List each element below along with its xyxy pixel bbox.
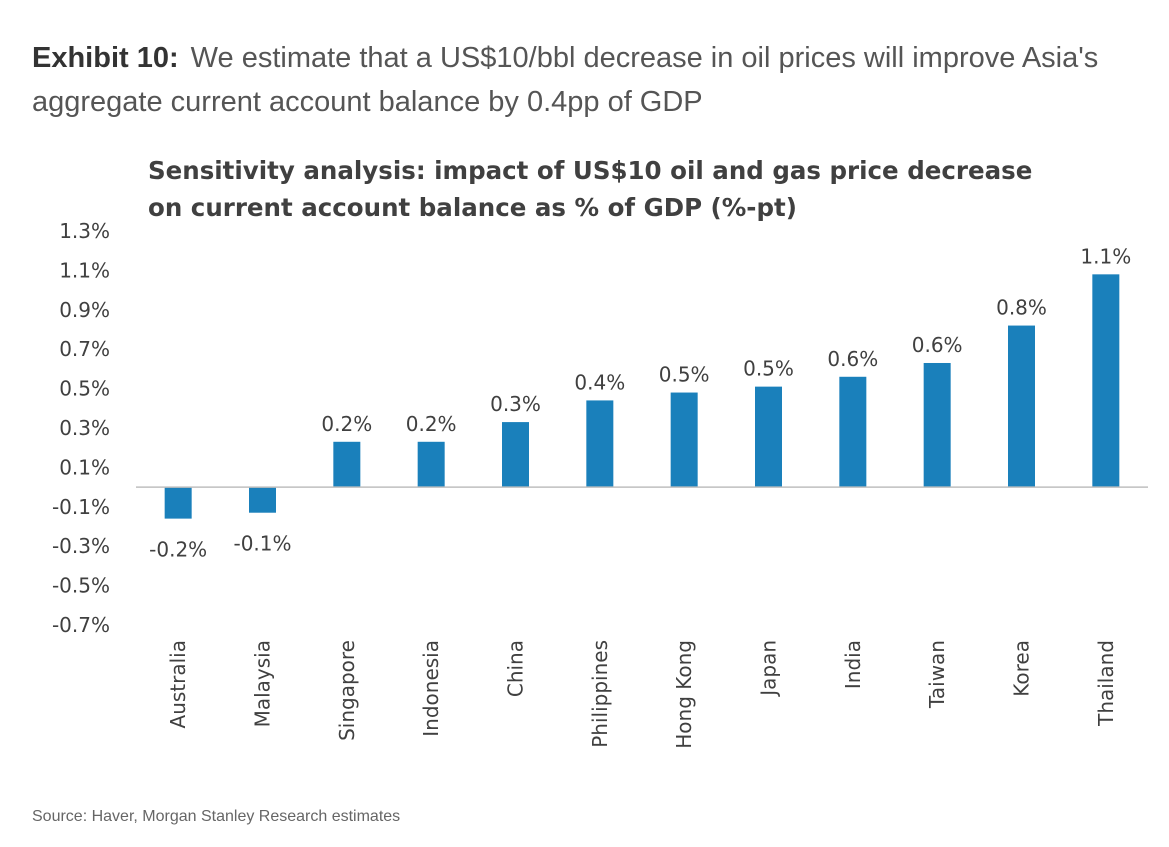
exhibit-title: Exhibit 10: We estimate that a US$10/bbl … — [32, 36, 1142, 124]
x-category-label: Korea — [1010, 640, 1034, 697]
y-tick-label: -0.7% — [52, 613, 110, 637]
data-label: 0.2% — [321, 412, 372, 436]
bar-japan — [755, 386, 782, 488]
x-category-label: India — [841, 640, 865, 689]
y-tick-label: 1.3% — [59, 219, 110, 243]
data-label: 0.5% — [743, 357, 794, 381]
y-axis-ticks: 1.3% 1.1% 0.9% 0.7% 0.5% 0.3% 0.1% -0.1% -0.3% -0… — [52, 219, 110, 637]
bar-australia — [164, 487, 192, 519]
y-tick-label: 0.1% — [59, 455, 110, 479]
y-tick-label: -0.5% — [52, 574, 110, 598]
x-category-label: Australia — [166, 640, 190, 728]
bars — [164, 274, 1120, 519]
data-label: 0.5% — [659, 363, 710, 387]
bar-philippines — [586, 400, 614, 488]
x-category-label: Philippines — [588, 640, 612, 748]
chart-title: Sensitivity analysis: impact of US$10 oi… — [148, 156, 1033, 222]
x-category-label: Thailand — [1094, 640, 1118, 727]
x-category-label: Singapore — [335, 640, 359, 741]
exhibit-label: Exhibit 10: — [32, 42, 179, 74]
x-category-label: Japan — [757, 640, 781, 698]
y-tick-label: -0.1% — [52, 495, 110, 519]
exhibit-text: We estimate that a US$10/bbl decrease in… — [32, 42, 1099, 118]
bar-china — [502, 422, 529, 488]
y-tick-label: -0.3% — [52, 534, 110, 558]
y-tick-label: 0.5% — [59, 377, 110, 401]
x-category-label: China — [504, 640, 528, 697]
data-label: -0.1% — [233, 532, 291, 556]
x-category-label: Indonesia — [419, 640, 443, 737]
data-label: 0.3% — [490, 392, 541, 416]
data-label: 0.8% — [996, 296, 1047, 320]
x-category-label: Malaysia — [251, 640, 275, 727]
bar-thailand — [1092, 274, 1120, 488]
x-category-label: Hong Kong — [672, 640, 696, 749]
bar-malaysia — [249, 487, 276, 513]
data-label: -0.2% — [149, 538, 207, 562]
y-tick-label: 1.1% — [59, 258, 110, 282]
data-label: 0.6% — [912, 333, 963, 357]
y-tick-label: 0.3% — [59, 416, 110, 440]
source-note: Source: Haver, Morgan Stanley Research e… — [32, 808, 401, 825]
data-labels: -0.2% -0.1% 0.2% 0.2% 0.3% 0.4% 0.5% 0.5% 0.6% 0.… — [149, 244, 1131, 561]
data-label: 0.6% — [827, 347, 878, 371]
y-tick-label: 0.9% — [59, 298, 110, 322]
category-labels: Australia Malaysia Singapore Indonesia China… — [166, 640, 1118, 749]
bar-korea — [1008, 325, 1035, 488]
data-label: 1.1% — [1080, 244, 1131, 268]
y-tick-label: 0.7% — [59, 337, 110, 361]
bar-taiwan — [923, 362, 951, 488]
x-category-label: Taiwan — [925, 640, 949, 709]
data-label: 0.2% — [406, 412, 457, 436]
bar-hong-kong — [670, 392, 698, 488]
bar-indonesia — [417, 441, 445, 488]
bar-india — [839, 376, 867, 488]
bar-singapore — [333, 441, 361, 488]
data-label: 0.4% — [574, 370, 625, 394]
